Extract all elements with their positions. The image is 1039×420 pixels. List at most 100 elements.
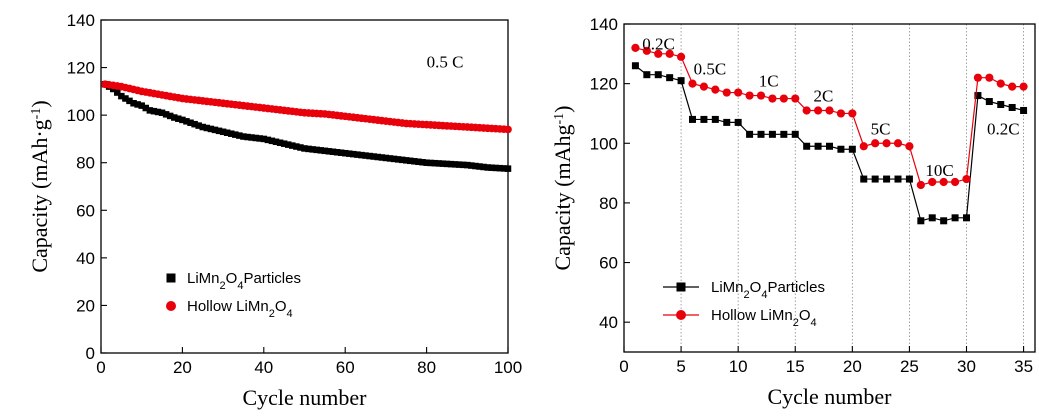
data-point (301, 145, 308, 152)
data-point (227, 130, 235, 137)
legend-label: Hollow LiMn2O4 (187, 298, 293, 320)
rate-annotation: 0.2C (987, 119, 1020, 138)
data-point (455, 161, 463, 168)
data-point (138, 102, 145, 109)
x-axis-title: Cycle number (242, 385, 367, 410)
data-point (985, 73, 994, 82)
data-point (985, 98, 993, 106)
legend-label: Hollow LiMn2O4 (711, 307, 817, 329)
legend-marker (166, 273, 176, 283)
data-point (459, 161, 467, 169)
data-point (150, 107, 158, 115)
data-point (244, 133, 251, 141)
data-point (232, 131, 239, 138)
legend-label: LiMn2O4Particles (187, 270, 301, 292)
y-axis-title-main: Capacity (mAh·g (27, 119, 52, 272)
data-point (447, 160, 455, 168)
data-point (1019, 82, 1028, 91)
y-tick-label: 20 (76, 296, 95, 315)
data-point (179, 116, 186, 124)
data-point (264, 136, 272, 144)
data-point (631, 43, 640, 52)
data-point (825, 106, 834, 115)
data-point (415, 158, 422, 166)
data-point (642, 46, 651, 55)
legend-label-part: Hollow LiMn (187, 298, 269, 315)
data-point (700, 115, 708, 123)
data-point (464, 161, 471, 169)
legend-label-part: O (750, 279, 762, 296)
data-point (722, 88, 731, 97)
data-point (297, 144, 304, 151)
legend-label-part: LiMn (711, 279, 744, 296)
plot-frame (100, 19, 509, 354)
data-point (654, 49, 663, 58)
data-point (951, 214, 959, 222)
data-point (654, 71, 662, 79)
x-tick-label: 30 (957, 357, 976, 376)
data-point (476, 163, 483, 170)
data-point (883, 175, 891, 183)
data-point (504, 165, 512, 172)
data-point (382, 154, 390, 162)
data-point (871, 175, 879, 183)
x-tick-label: 0 (619, 357, 628, 376)
data-point (689, 115, 696, 123)
y-axis-title-sup: -1 (552, 113, 567, 125)
x-axis-title: Cycle number (767, 384, 892, 409)
data-point (962, 174, 971, 184)
y-tick-label: 40 (599, 313, 618, 332)
data-point (676, 52, 686, 61)
data-point (207, 125, 215, 133)
x-tick-label: 20 (843, 357, 862, 376)
data-point (284, 141, 292, 148)
data-point (813, 106, 823, 115)
y-tick-label: 0 (86, 344, 95, 363)
data-point (928, 214, 936, 222)
data-point (1008, 82, 1017, 91)
data-point (211, 126, 219, 134)
data-point (756, 91, 766, 100)
legend-label-part: 2 (220, 280, 226, 292)
data-point (666, 74, 674, 82)
data-point (500, 165, 508, 172)
data-point (248, 134, 255, 141)
legend-label-part: Particles (767, 279, 825, 296)
x-tick-label: 15 (786, 357, 805, 376)
data-point (836, 109, 846, 118)
legend-label-part: Particles (243, 270, 301, 287)
x-tick-label: 35 (1014, 357, 1033, 376)
data-point (468, 162, 475, 169)
data-point (134, 101, 141, 108)
data-point (219, 128, 227, 136)
y-tick-label: 80 (76, 154, 95, 173)
data-point (142, 104, 150, 112)
data-point (419, 158, 426, 166)
x-tick-label: 25 (900, 357, 919, 376)
data-point (963, 214, 970, 222)
data-point (240, 133, 247, 140)
x-tick-label: 100 (494, 358, 522, 377)
data-point (504, 125, 512, 134)
legend-label-part: 2 (793, 317, 799, 329)
y-axis-title-close: ) (550, 105, 575, 112)
x-tick-label: 0 (96, 358, 105, 377)
y-axis-title-close: ) (27, 100, 52, 107)
data-point (492, 164, 500, 172)
x-tick-label: 10 (729, 357, 748, 376)
data-point (734, 118, 742, 126)
data-point (451, 161, 459, 168)
data-point (374, 153, 382, 161)
y-tick-label: 140 (590, 15, 618, 34)
data-point (757, 130, 765, 138)
y-tick-label: 40 (76, 249, 95, 268)
data-point (411, 158, 418, 165)
data-point (940, 217, 948, 225)
data-point (768, 94, 777, 103)
data-point (166, 112, 174, 120)
data-point (480, 163, 487, 171)
data-point (997, 101, 1005, 109)
data-point (848, 145, 856, 153)
x-tick-label: 5 (676, 357, 685, 376)
y-tick-label: 80 (599, 194, 618, 213)
